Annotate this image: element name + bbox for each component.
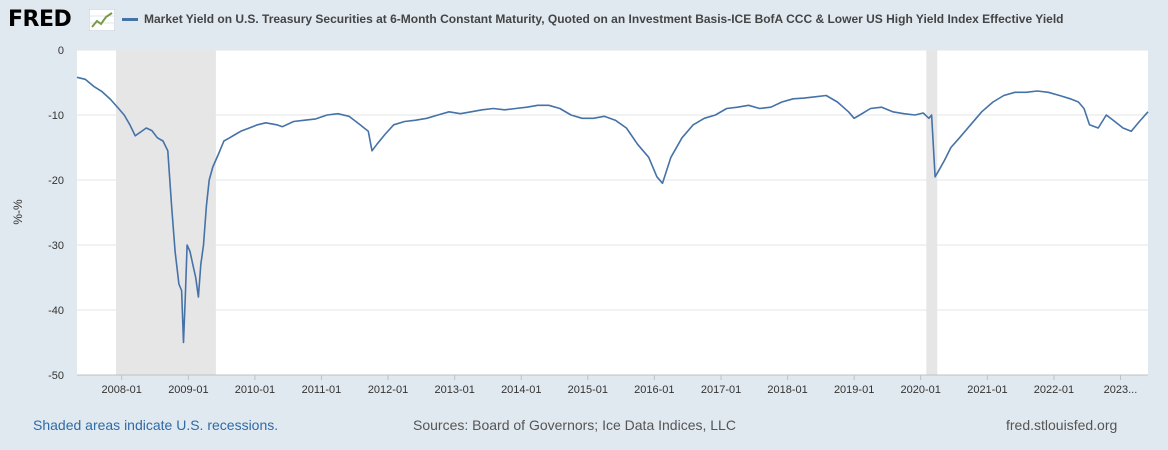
recession-shading bbox=[116, 50, 938, 375]
x-tick-label: 2012-01 bbox=[368, 384, 408, 396]
x-tick-label: 2013-01 bbox=[435, 384, 475, 396]
series-line-0 bbox=[76, 76, 1149, 344]
y-tick-label: 0 bbox=[58, 45, 64, 57]
recession-note[interactable]: Shaded areas indicate U.S. recessions. bbox=[33, 417, 279, 433]
x-tick-label: 2008-01 bbox=[101, 384, 141, 396]
x-tick-label: 2021-01 bbox=[967, 384, 1007, 396]
legend-series-label: Market Yield on U.S. Treasury Securities… bbox=[144, 12, 1064, 26]
y-tick-label: -50 bbox=[48, 370, 64, 382]
x-tick-label: 2015-01 bbox=[568, 384, 608, 396]
y-tick-label: -40 bbox=[48, 305, 64, 317]
x-tick-label: 2017-01 bbox=[701, 384, 741, 396]
x-tick-label: 2022-01 bbox=[1034, 384, 1074, 396]
y-axis-ticks: 0 -10 -20 -30 -40 -50 bbox=[48, 45, 64, 382]
y-tick-label: -10 bbox=[48, 110, 64, 122]
x-tick-label: 2014-01 bbox=[501, 384, 541, 396]
trend-line-icon bbox=[89, 9, 115, 31]
x-tick-label: 2009-01 bbox=[168, 384, 208, 396]
sources-note: Sources: Board of Governors; Ice Data In… bbox=[413, 417, 736, 433]
y-tick-label: -30 bbox=[48, 240, 64, 252]
legend-swatch bbox=[122, 18, 138, 21]
recession-band-0 bbox=[116, 50, 216, 375]
x-tick-label: 2020-01 bbox=[900, 384, 940, 396]
x-tick-label: 2010-01 bbox=[235, 384, 275, 396]
fred-logo[interactable]: FRED bbox=[8, 7, 72, 32]
x-tick-label: 2016-01 bbox=[634, 384, 674, 396]
x-tick-label: 2011-01 bbox=[302, 384, 342, 396]
plot-background bbox=[77, 50, 1148, 375]
y-tick-label: -20 bbox=[48, 175, 64, 187]
chart-header: FRED Market Yield on U.S. Treasury Secur… bbox=[0, 0, 1168, 40]
series-lines bbox=[76, 76, 1149, 344]
x-tick-label: 2019-01 bbox=[834, 384, 874, 396]
x-tick-label: 2023... bbox=[1104, 384, 1138, 396]
x-axis-ticks: 2008-01 2009-01 2010-01 2011-01 2012-01 2013-… bbox=[77, 374, 1148, 396]
site-link[interactable]: fred.stlouisfed.org bbox=[1006, 417, 1118, 433]
y-axis-label: %-% bbox=[11, 199, 25, 225]
x-tick-label: 2018-01 bbox=[767, 384, 807, 396]
line-chart: 2008-01 2009-01 2010-01 2011-01 2012-01 2013-… bbox=[11, 45, 1149, 396]
recession-band-1 bbox=[926, 50, 938, 375]
